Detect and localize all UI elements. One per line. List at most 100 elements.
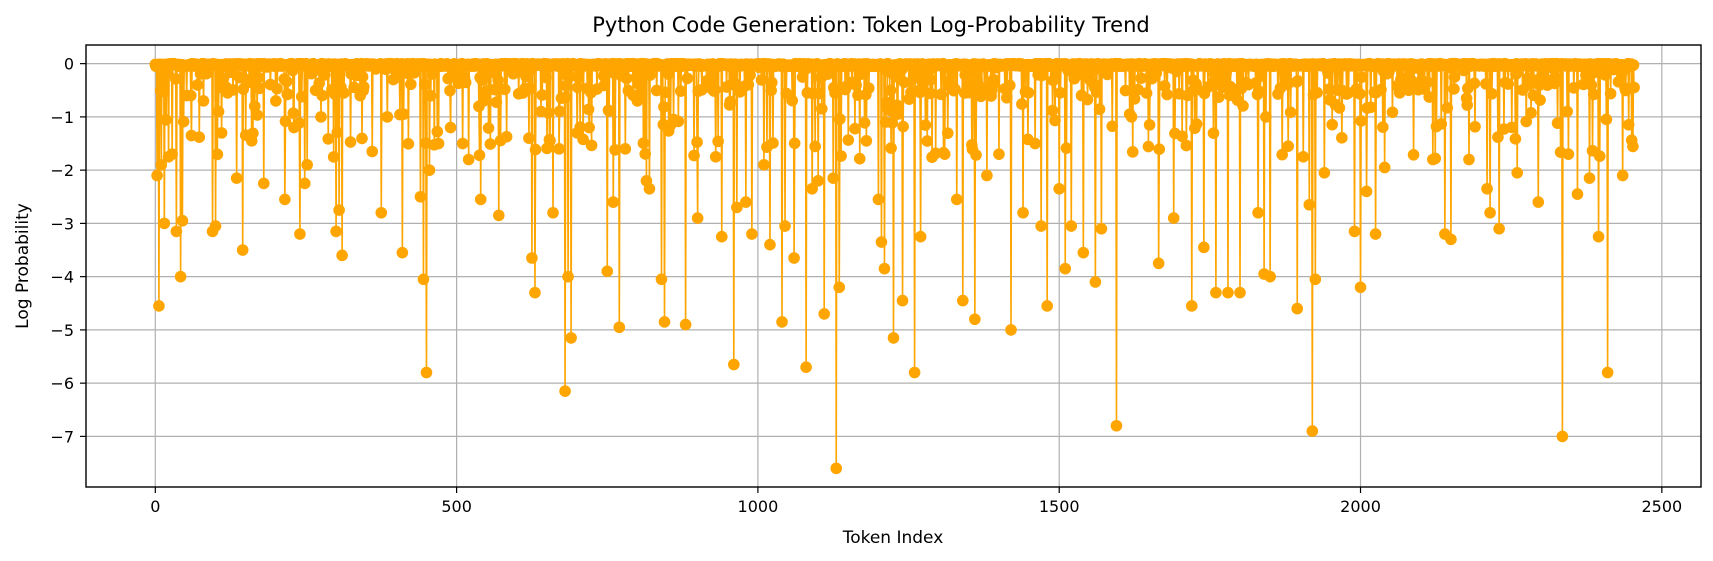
data-point	[295, 90, 308, 103]
data-point	[500, 130, 513, 143]
data-point	[287, 107, 300, 119]
data-point	[492, 74, 504, 87]
data-point	[1291, 302, 1304, 315]
data-point	[1089, 276, 1102, 288]
data-point	[327, 151, 340, 163]
data-point	[1511, 167, 1523, 179]
data-point	[484, 138, 497, 150]
data-point	[1333, 102, 1346, 114]
data-point	[1128, 93, 1141, 105]
data-point	[211, 148, 224, 161]
data-point	[336, 249, 348, 262]
x-axis-label: Token Index	[842, 528, 944, 548]
data-point	[318, 69, 331, 81]
data-point	[1601, 366, 1614, 379]
data-point	[1303, 198, 1316, 211]
data-point	[993, 148, 1005, 160]
data-point	[1260, 111, 1272, 123]
data-point	[704, 72, 717, 85]
data-point	[1448, 83, 1460, 95]
chart-title: Python Code Generation: Token Log-Probab…	[592, 13, 1149, 37]
data-point	[746, 228, 758, 240]
data-point	[1095, 222, 1108, 235]
data-point	[418, 78, 431, 91]
data-point	[1053, 182, 1066, 195]
data-point	[215, 127, 228, 139]
data-point	[559, 385, 571, 397]
data-point	[607, 196, 620, 208]
data-point	[1522, 72, 1534, 84]
data-point	[715, 230, 728, 243]
data-point	[688, 149, 700, 162]
data-point	[233, 71, 246, 84]
data-point	[598, 79, 611, 92]
data-point	[248, 100, 261, 113]
y-axis-label: Log Probability	[13, 203, 33, 329]
data-point	[402, 138, 415, 150]
data-point	[1090, 86, 1103, 98]
data-point	[1110, 419, 1123, 432]
data-point	[1167, 212, 1180, 224]
data-point	[835, 150, 847, 162]
data-point	[1534, 94, 1546, 106]
data-point	[601, 265, 614, 278]
data-point	[1326, 118, 1338, 131]
data-point	[542, 107, 554, 119]
data-point	[709, 151, 722, 163]
data-point	[271, 82, 283, 95]
data-point	[1468, 77, 1481, 90]
data-point	[1106, 120, 1119, 133]
data-point	[191, 79, 204, 91]
data-point	[1593, 150, 1606, 162]
x-tick-label: 0	[150, 497, 160, 516]
data-point	[1441, 102, 1454, 114]
data-point	[488, 83, 501, 96]
data-point	[1311, 86, 1323, 99]
data-point	[1180, 139, 1193, 152]
data-point	[1402, 84, 1415, 97]
data-point	[613, 321, 626, 334]
data-point	[1059, 262, 1072, 275]
data-point	[1046, 104, 1059, 117]
data-point	[632, 78, 645, 91]
data-point	[1364, 101, 1377, 114]
data-point	[315, 111, 327, 123]
data-point	[860, 135, 873, 147]
data-point	[1282, 140, 1295, 152]
data-point	[529, 143, 542, 156]
data-point	[884, 84, 897, 97]
data-point	[477, 95, 490, 107]
data-point	[829, 87, 841, 99]
data-point	[1461, 99, 1473, 111]
data-point	[565, 332, 577, 344]
data-point	[251, 109, 263, 121]
data-point	[227, 84, 239, 96]
data-point	[1213, 91, 1225, 103]
data-point	[209, 220, 222, 232]
data-point	[1532, 196, 1545, 208]
data-point	[1627, 140, 1639, 153]
x-tick-label: 2000	[1340, 497, 1381, 516]
data-point	[776, 316, 788, 328]
data-point	[1486, 87, 1498, 100]
data-point	[891, 99, 903, 112]
data-point	[298, 177, 311, 190]
data-point	[731, 201, 743, 214]
data-point	[358, 81, 370, 93]
data-point	[1369, 228, 1382, 240]
data-point	[293, 117, 306, 129]
data-point	[456, 137, 469, 150]
data-point	[853, 152, 866, 165]
data-point	[1284, 106, 1297, 119]
data-point	[1616, 169, 1629, 182]
data-point	[158, 217, 171, 230]
data-point	[1509, 133, 1522, 145]
data-point	[655, 273, 668, 286]
data-point	[1561, 105, 1574, 118]
data-point	[981, 169, 993, 182]
data-point	[166, 148, 178, 160]
data-point	[891, 108, 904, 120]
data-point	[1065, 220, 1078, 232]
data-point	[331, 126, 344, 139]
